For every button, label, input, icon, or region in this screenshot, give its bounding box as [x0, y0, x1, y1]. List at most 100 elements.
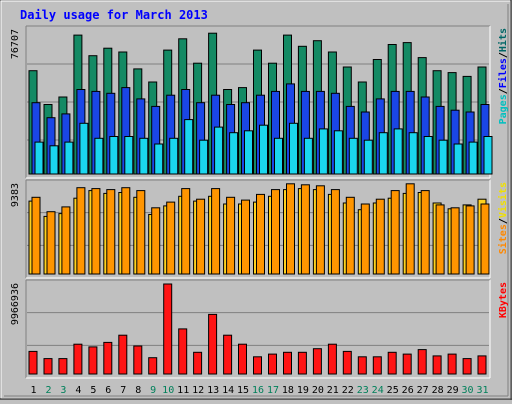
bar-pages-day-28 [438, 139, 448, 175]
x-tick-label: 4 [75, 385, 81, 396]
x-tick-label: 9 [150, 385, 156, 396]
bar-sites-day-10 [166, 201, 176, 275]
bar-kbytes-day-15 [238, 343, 247, 375]
series-label-part: / [498, 218, 509, 224]
bar-sites-day-2 [46, 211, 56, 275]
bar-sites-day-16 [256, 193, 265, 275]
bar-sites-day-18 [286, 183, 295, 275]
x-tick-label: 31 [476, 385, 488, 396]
x-tick-label: 15 [237, 385, 249, 396]
bar-kbytes-day-24 [372, 356, 382, 375]
bar-kbytes-day-5 [88, 346, 98, 375]
bar-pages-day-5 [94, 137, 104, 175]
bar-kbytes-day-2 [43, 358, 53, 375]
bar-sites-day-7 [121, 187, 131, 275]
x-tick-label: 29 [447, 385, 459, 396]
x-tick-label: 2 [45, 385, 51, 396]
x-tick-label: 28 [432, 385, 444, 396]
bar-pages-day-19 [303, 137, 313, 175]
bar-pages-day-20 [318, 128, 328, 175]
bar-kbytes-day-18 [283, 351, 292, 375]
bar-kbytes-day-29 [447, 353, 457, 375]
x-tick-label: 8 [135, 385, 141, 396]
bar-kbytes-day-1 [28, 350, 38, 375]
bar-sites-day-24 [375, 198, 385, 275]
bar-kbytes-day-25 [387, 351, 397, 375]
bar-sites-day-31 [480, 203, 490, 275]
bar-kbytes-day-13 [208, 313, 218, 375]
series-label-part: / [498, 52, 509, 58]
bar-kbytes-day-17 [268, 353, 277, 375]
series-label-part: Files [497, 58, 509, 88]
x-tick-label: 23 [357, 385, 369, 396]
x-tick-label: 12 [192, 385, 204, 396]
panel-bottom-series-label: KBytes [498, 282, 509, 318]
bar-kbytes-day-20 [312, 348, 322, 375]
panel-top-max-label: 76707 [10, 29, 21, 59]
bar-pages-day-17 [274, 137, 283, 175]
x-tick-label: 7 [120, 385, 126, 396]
bar-kbytes-day-3 [58, 358, 68, 375]
bar-kbytes-day-19 [297, 351, 307, 375]
bar-sites-day-30 [465, 205, 475, 275]
x-tick-label: 18 [282, 385, 294, 396]
bar-kbytes-day-14 [223, 334, 233, 375]
bar-sites-day-1 [31, 196, 41, 275]
series-label-part: Sites [497, 224, 509, 254]
x-tick-label: 20 [312, 385, 324, 396]
panel-mid-series-label: Sites/Visits [497, 182, 509, 254]
bar-pages-day-12 [199, 139, 209, 175]
bar-kbytes-day-6 [103, 341, 113, 375]
series-label-part: KBytes [498, 282, 509, 318]
bar-sites-day-21 [330, 189, 340, 275]
bar-sites-day-20 [315, 185, 325, 275]
bar-pages-day-24 [378, 132, 388, 175]
bar-pages-day-16 [259, 124, 268, 175]
panel-top: 76707 Pages/Files/Hits [10, 25, 509, 179]
bar-kbytes-day-10 [163, 283, 173, 375]
x-tick-label: 27 [417, 385, 429, 396]
chart-panels: 76707Pages/Files/Hits9383Sites/Visits996… [10, 25, 509, 379]
bar-sites-day-4 [76, 187, 86, 275]
bar-kbytes-day-16 [253, 356, 262, 375]
bar-kbytes-day-26 [402, 353, 412, 375]
bar-sites-day-12 [196, 198, 206, 275]
bar-pages-day-8 [139, 137, 149, 175]
series-pages [34, 119, 493, 175]
bar-kbytes-day-4 [73, 343, 83, 375]
bar-kbytes-day-12 [193, 351, 203, 375]
x-tick-label: 14 [222, 385, 234, 396]
bar-sites-day-5 [91, 188, 101, 275]
chart-title: Daily usage for March 2013 [20, 8, 208, 22]
panel-top-series-label: Pages/Files/Hits [497, 28, 509, 124]
bar-pages-day-26 [408, 132, 418, 175]
bar-sites-day-25 [390, 190, 400, 275]
bar-sites-day-26 [405, 183, 415, 275]
bar-pages-day-2 [49, 145, 59, 175]
panel-mid-max-label: 9383 [10, 183, 21, 207]
bar-sites-day-29 [450, 207, 460, 275]
x-tick-label: 1 [30, 385, 36, 396]
bar-pages-day-21 [333, 130, 343, 175]
bar-sites-day-3 [61, 206, 71, 275]
bar-sites-day-28 [435, 204, 445, 275]
bar-pages-day-4 [79, 122, 89, 175]
x-tick-label: 25 [387, 385, 399, 396]
bar-pages-day-14 [229, 132, 239, 175]
x-tick-label: 13 [207, 385, 219, 396]
x-tick-label: 17 [267, 385, 279, 396]
bar-pages-day-9 [154, 143, 164, 175]
bar-kbytes-day-21 [327, 343, 337, 375]
bar-sites-day-9 [151, 207, 161, 275]
x-tick-label: 19 [297, 385, 309, 396]
series-label-part: Visits [497, 182, 509, 218]
x-tick-label: 26 [402, 385, 414, 396]
bar-kbytes-day-30 [462, 358, 472, 375]
bar-kbytes-day-9 [148, 357, 158, 375]
panel-bottom-max-label: 9966936 [10, 283, 21, 325]
series-sites [31, 183, 490, 275]
bar-pages-day-11 [184, 119, 194, 175]
x-tick-label: 16 [252, 385, 264, 396]
